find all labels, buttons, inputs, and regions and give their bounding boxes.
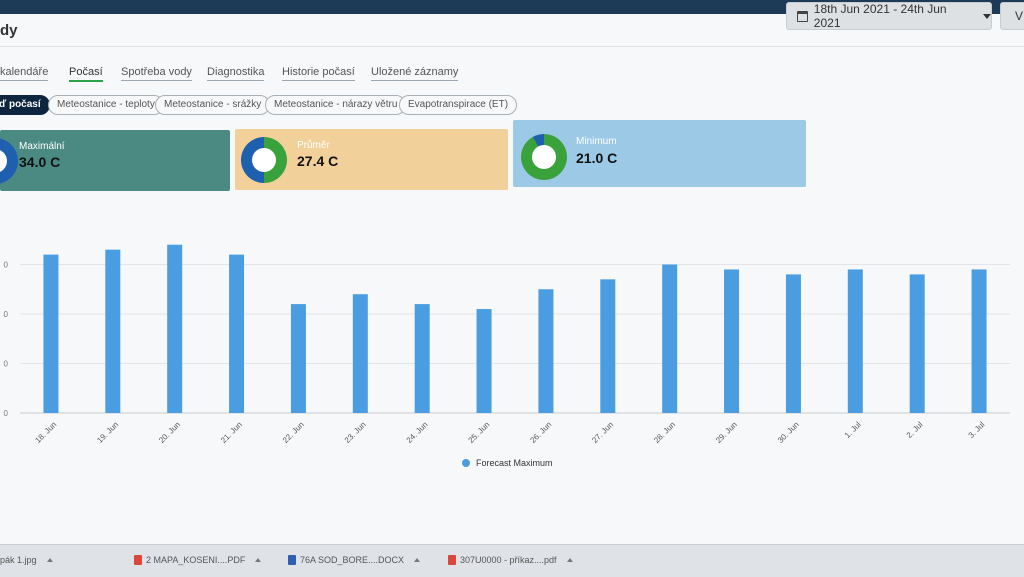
subtab-stations-temps[interactable]: Meteostanice - teploty (48, 95, 164, 115)
bar[interactable] (724, 269, 740, 413)
card-label: Maximální (19, 141, 65, 152)
download-label: 2 MAPA_KOSENI....PDF (146, 555, 246, 565)
download-label: pák 1.jpg (0, 555, 37, 565)
card-value: 27.4 C (297, 153, 339, 169)
date-range-button[interactable]: 18th Jun 2021 - 24th Jun 2021 (786, 2, 992, 30)
bar[interactable] (785, 274, 801, 413)
chevron-up-icon[interactable] (414, 558, 421, 562)
bar[interactable] (476, 309, 492, 413)
pdf-icon (134, 555, 142, 565)
subtab-et[interactable]: Evapotranspirace (ET) (399, 95, 518, 115)
download-label: 307U0000 - příkaz....pdf (460, 555, 557, 565)
pdf-icon (448, 555, 456, 565)
bar[interactable] (229, 254, 245, 413)
bar[interactable] (847, 269, 863, 413)
x-tick-label: 26. Jun (528, 420, 553, 445)
y-tick-label: 0 (4, 261, 9, 270)
chevron-up-icon[interactable] (566, 558, 573, 562)
x-tick-label: 22. Jun (281, 420, 306, 445)
bar[interactable] (600, 279, 616, 413)
bar[interactable] (43, 254, 59, 413)
donut-chart-icon (0, 138, 18, 184)
download-item[interactable]: 76A SOD_BORE....DOCX (288, 555, 421, 565)
extra-button[interactable]: V (1000, 2, 1024, 30)
bar[interactable] (971, 269, 987, 413)
x-tick-label: 29. Jun (714, 420, 739, 445)
forecast-chart: 0 0 0 0 18. Jun 19. Jun 20. Jun 21. Jun 22. Jun 2… (0, 205, 1024, 495)
donut-chart-icon (241, 137, 287, 183)
tab-saved-records[interactable]: Uložené záznamy (371, 66, 459, 81)
x-tick-label: 21. Jun (219, 420, 244, 445)
card-label: Minimum (576, 136, 617, 147)
x-tick-label: 30. Jun (776, 420, 801, 445)
legend-marker (462, 459, 470, 467)
bar[interactable] (909, 274, 925, 413)
download-item[interactable]: 307U0000 - příkaz....pdf (448, 555, 573, 565)
bar[interactable] (167, 244, 183, 413)
date-range-label: 18th Jun 2021 - 24th Jun 2021 (813, 2, 947, 30)
bar[interactable] (105, 249, 121, 413)
legend-label: Forecast Maximum (476, 458, 553, 468)
x-tick-label: 1. Jul (843, 420, 863, 440)
download-bar: pák 1.jpg 2 MAPA_KOSENI....PDF 76A SOD_B… (0, 544, 1024, 577)
tab-calendars[interactable]: kalendáře (0, 66, 49, 81)
tab-diagnostics[interactable]: Diagnostika (207, 66, 265, 81)
y-tick-label: 0 (4, 310, 9, 319)
tab-weather[interactable]: Počasí (69, 66, 103, 82)
download-item[interactable]: pák 1.jpg (0, 555, 53, 565)
tab-water-usage[interactable]: Spotřeba vody (121, 66, 192, 81)
x-tick-label: 20. Jun (157, 420, 182, 445)
card-value: 21.0 C (576, 150, 618, 166)
y-tick-label: 0 (4, 409, 9, 418)
docx-icon (288, 555, 296, 565)
download-item[interactable]: 2 MAPA_KOSENI....PDF (134, 555, 262, 565)
caret-down-icon (983, 13, 991, 19)
card-value: 34.0 C (19, 154, 61, 170)
x-tick-label: 19. Jun (95, 420, 120, 445)
chevron-up-icon[interactable] (255, 558, 262, 562)
x-tick-label: 28. Jun (652, 420, 677, 445)
bar[interactable] (414, 304, 430, 413)
bar[interactable] (662, 264, 678, 414)
card-average: Průměr 27.4 C (235, 129, 508, 190)
bar[interactable] (538, 289, 554, 413)
divider (0, 46, 1024, 47)
subtab-stations-gusts[interactable]: Meteostanice - nárazy větru (265, 95, 407, 115)
card-minimum: Minimum 21.0 C (513, 120, 806, 187)
x-tick-label: 3. Jul (967, 420, 987, 440)
subtab-forecast[interactable]: ď počasí (0, 95, 50, 115)
chart-legend[interactable]: Forecast Maximum (462, 458, 553, 468)
y-tick-label: 0 (4, 360, 9, 369)
x-tick-label: 24. Jun (405, 420, 430, 445)
download-label: 76A SOD_BORE....DOCX (300, 555, 405, 565)
card-maximum: Maximální 34.0 C (0, 130, 230, 191)
calendar-icon (797, 10, 808, 22)
page-title: dy (0, 22, 18, 39)
bar[interactable] (352, 294, 368, 413)
x-tick-label: 23. Jun (343, 420, 368, 445)
chart-svg: 0 0 0 0 18. Jun 19. Jun 20. Jun 21. Jun 22. Jun 2… (4, 244, 1010, 445)
card-label: Průměr (297, 140, 330, 151)
x-tick-label: 2. Jul (905, 420, 925, 440)
x-tick-label: 25. Jun (467, 420, 492, 445)
x-tick-label: 27. Jun (590, 420, 615, 445)
subtab-stations-rain[interactable]: Meteostanice - srážky (155, 95, 271, 115)
donut-chart-icon (521, 134, 567, 180)
x-tick-label: 18. Jun (33, 420, 58, 445)
bar[interactable] (290, 304, 306, 413)
chevron-up-icon[interactable] (46, 558, 53, 562)
tab-weather-history[interactable]: Historie počasí (282, 66, 355, 81)
